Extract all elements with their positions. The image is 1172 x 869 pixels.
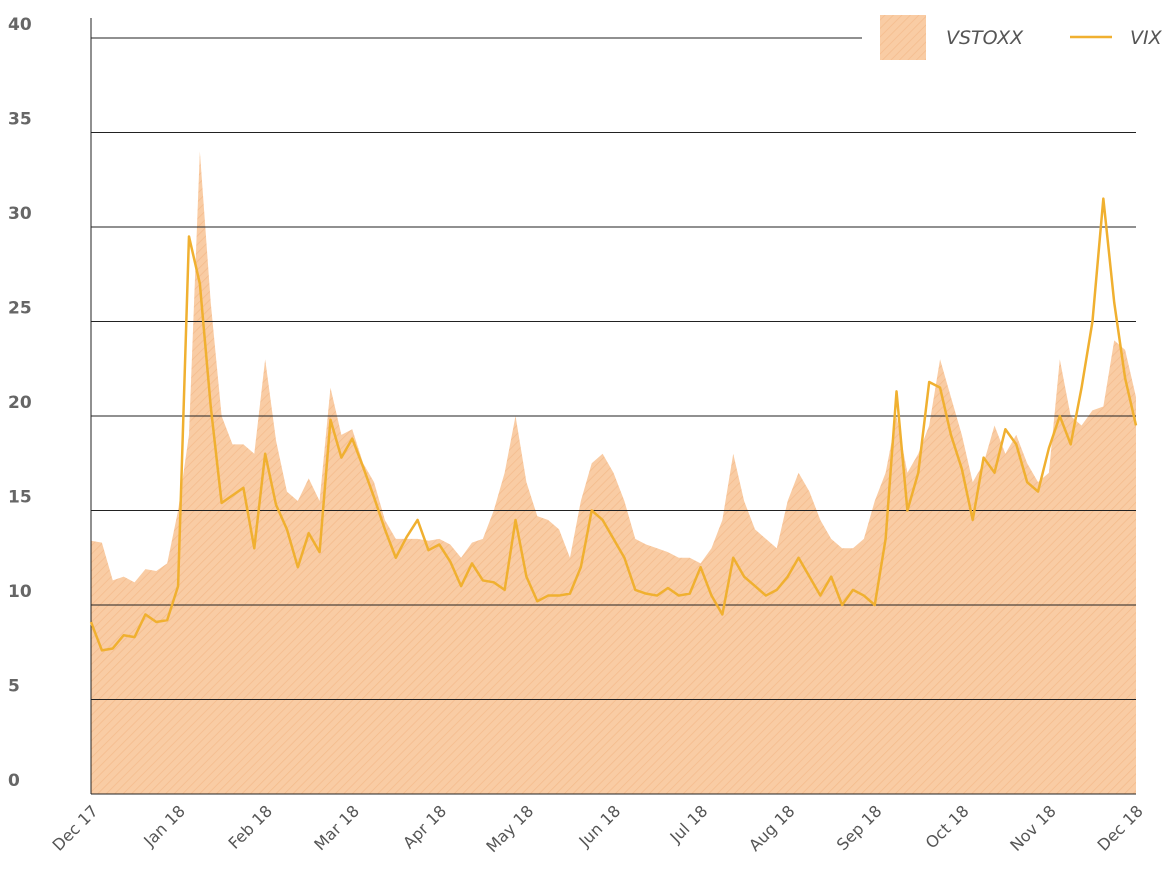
- x-tick-label: Apr 18: [399, 801, 450, 852]
- y-tick-label: 20: [8, 393, 32, 413]
- y-tick-label: 5: [8, 677, 20, 697]
- x-tick-label: Aug 18: [745, 801, 799, 855]
- x-tick-label: Feb 18: [225, 801, 276, 852]
- y-tick-label: 30: [8, 204, 32, 224]
- y-tick-label: 0: [8, 771, 20, 791]
- x-tick-label: Jan 18: [139, 801, 189, 851]
- area: [91, 151, 1136, 794]
- y-tick-label: 10: [8, 582, 32, 602]
- y-tick-label: 35: [8, 110, 32, 130]
- legend-swatch: [880, 15, 926, 60]
- x-tick-label: Oct 18: [922, 801, 973, 852]
- x-tick-label: Nov 18: [1006, 801, 1060, 855]
- x-tick-label: Mar 18: [310, 801, 363, 854]
- legend-label: VIX: [1130, 27, 1163, 49]
- y-tick-label: 40: [8, 15, 32, 35]
- x-tick-label: Jul 18: [666, 801, 712, 847]
- legend-label: VSTOXX: [946, 27, 1024, 49]
- x-tick-label: Jun 18: [575, 801, 625, 851]
- x-tick-label: Sep 18: [833, 801, 886, 854]
- y-tick-label: 15: [8, 488, 32, 508]
- line: [89, 197, 1138, 652]
- x-tick-label: Dec 17: [49, 801, 102, 854]
- x-tick-label: Dec 18: [1094, 801, 1147, 854]
- x-tick-label: May 18: [482, 801, 537, 856]
- y-tick-label: 25: [8, 299, 32, 319]
